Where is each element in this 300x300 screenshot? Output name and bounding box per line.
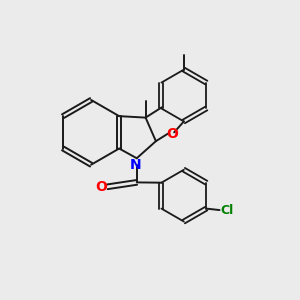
Text: O: O [95, 180, 107, 194]
Text: O: O [166, 127, 178, 141]
Text: Cl: Cl [220, 204, 233, 217]
Text: N: N [130, 158, 141, 172]
